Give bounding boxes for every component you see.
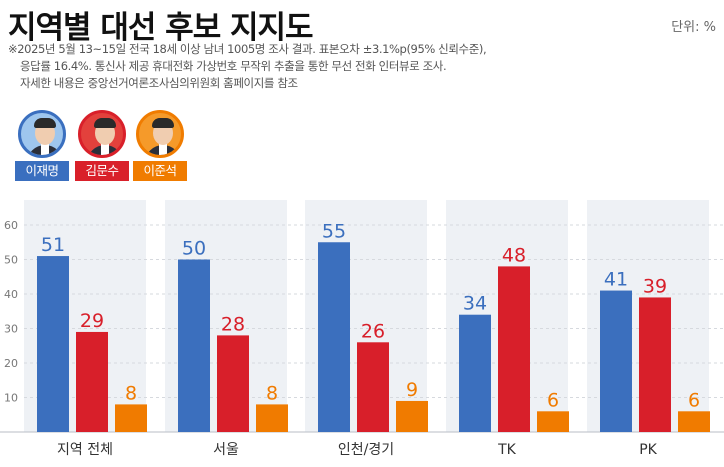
bar-3-2 <box>357 342 389 432</box>
unit-label: 단위: % <box>671 20 716 35</box>
data-label-3-3: 9 <box>406 379 418 401</box>
bar-3-3 <box>396 400 428 432</box>
survey-note-line-1: ※2025년 5월 13~15일 전국 18세 이상 남녀 1005명 조사 결… <box>8 42 487 56</box>
y-tick-40: 40 <box>4 288 18 301</box>
bar-2-2 <box>217 335 249 432</box>
legend-label-2: 김문수 <box>75 161 129 181</box>
legend-candidate-3: 이준석 <box>133 110 187 181</box>
data-label-4-2: 48 <box>502 244 526 266</box>
y-tick-60: 60 <box>4 219 18 232</box>
legend-label-3: 이준석 <box>133 161 187 181</box>
data-label-5-3: 6 <box>688 389 700 411</box>
bar-5-3 <box>678 411 710 432</box>
bar-2-3 <box>256 404 288 432</box>
category-label-1: 지역 전체 <box>57 442 113 458</box>
bar-4-3 <box>537 411 569 432</box>
bar-1-2 <box>76 331 108 432</box>
bar-1-3 <box>115 404 147 432</box>
bar-5-1 <box>600 290 632 432</box>
data-label-3-2: 26 <box>361 320 385 342</box>
y-tick-10: 10 <box>4 392 18 405</box>
survey-note-line-3: 자세한 내용은 중앙선거여론조사심의위원회 홈페이지를 참조 <box>20 76 298 90</box>
data-label-5-2: 39 <box>643 275 667 297</box>
data-label-1-3: 8 <box>125 382 137 404</box>
bar-4-1 <box>459 314 491 432</box>
legend-candidate-2: 김문수 <box>75 110 129 181</box>
y-tick-30: 30 <box>4 323 18 336</box>
survey-note-line-2: 응답률 16.4%. 통신사 제공 휴대전화 가상번호 무작위 추출을 통한 무… <box>20 59 447 73</box>
survey-note: ※2025년 5월 13~15일 전국 18세 이상 남녀 1005명 조사 결… <box>8 41 487 92</box>
y-tick-20: 20 <box>4 357 18 370</box>
data-label-3-1: 55 <box>322 220 346 242</box>
data-label-2-3: 8 <box>266 382 278 404</box>
category-label-3: 인천/경기 <box>338 442 394 458</box>
data-label-1-2: 29 <box>80 310 104 332</box>
data-label-5-1: 41 <box>604 269 628 291</box>
data-label-4-1: 34 <box>463 293 487 315</box>
bar-5-2 <box>639 297 671 432</box>
data-label-2-2: 28 <box>221 313 245 335</box>
legend-candidate-1: 이재명 <box>15 110 69 181</box>
category-label-4: TK <box>497 442 517 458</box>
data-label-4-3: 6 <box>547 389 559 411</box>
bar-1-1 <box>37 256 69 432</box>
candidate-photo-2 <box>78 110 126 158</box>
bar-4-2 <box>498 266 530 432</box>
y-tick-50: 50 <box>4 254 18 267</box>
bar-chart: 10 20 30 40 50 60 51 29 8 지역 전체 50 28 8 서울 55 26 9 인천/경기 3… <box>0 200 724 458</box>
candidate-photo-3 <box>136 110 184 158</box>
bar-3-1 <box>318 242 350 432</box>
data-label-1-1: 51 <box>41 234 65 256</box>
category-label-2: 서울 <box>213 442 239 458</box>
category-label-5: PK <box>639 442 657 458</box>
chart-title: 지역별 대선 후보 지지도 <box>8 10 314 46</box>
bar-2-1 <box>178 259 210 432</box>
legend-label-1: 이재명 <box>15 161 69 181</box>
data-label-2-1: 50 <box>182 238 206 260</box>
candidate-photo-1 <box>18 110 66 158</box>
